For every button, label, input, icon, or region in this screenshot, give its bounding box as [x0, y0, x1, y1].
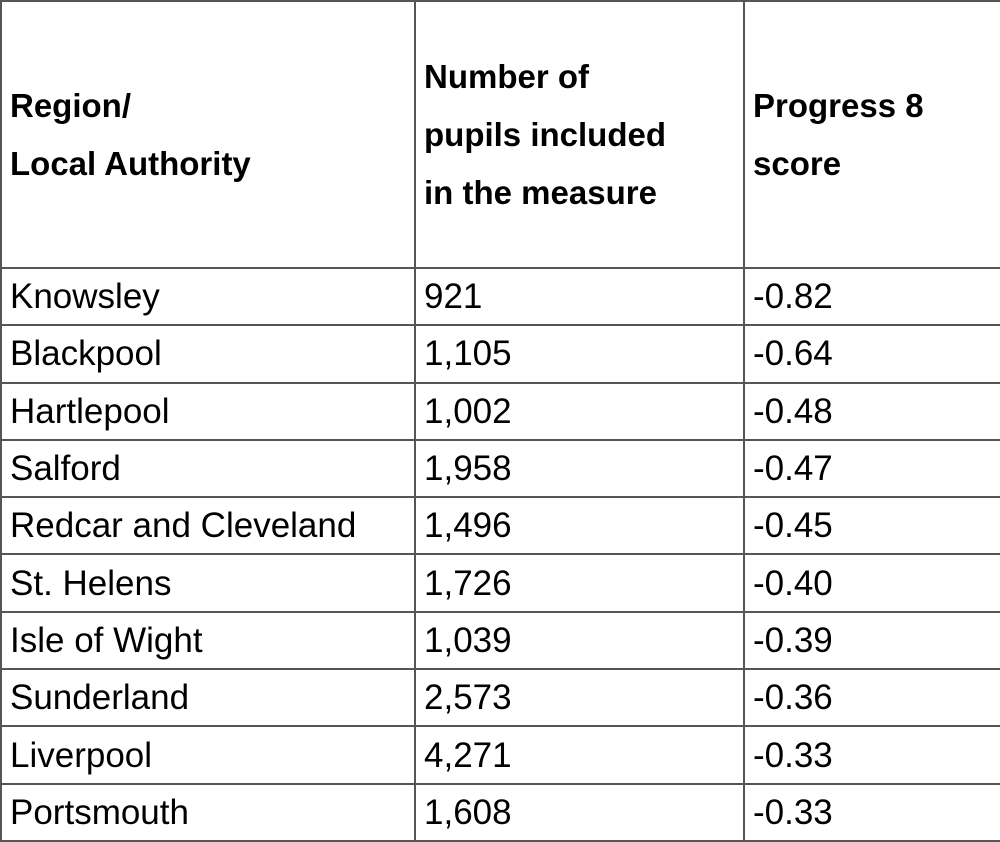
table-cell: -0.45 [743, 496, 1000, 556]
header-line: in the measure [424, 173, 657, 211]
table-cell: -0.40 [743, 553, 1000, 613]
table-row: Liverpool 4,271 -0.33 [0, 725, 1000, 785]
table-cell: -0.36 [743, 668, 1000, 728]
table-cell: Salford [0, 438, 416, 499]
table-cell: 921 [414, 266, 745, 327]
table-cell: Portsmouth [0, 782, 416, 842]
table-cell: Isle of Wight [0, 610, 416, 671]
header-cell: Region/Local Authority [0, 0, 416, 269]
table-cell: Redcar and Cleveland [0, 496, 416, 556]
table-cell: 1,726 [414, 553, 745, 613]
header-line: Local Authority [10, 144, 251, 182]
table-row: Salford 1,958 -0.47 [0, 438, 1000, 499]
header-row: Region/Local Authority Number of pupils in… [0, 0, 1000, 269]
table-row: Knowsley 921 -0.82 [0, 266, 1000, 327]
table-body: Knowsley 921 -0.82 Blackpool 1,105 -0.64 Hartl… [0, 266, 1000, 842]
table-cell: -0.33 [743, 782, 1000, 842]
table-row: Redcar and Cleveland 1,496 -0.45 [0, 496, 1000, 556]
table-cell: 2,573 [414, 668, 745, 728]
table-cell: -0.47 [743, 438, 1000, 499]
table-row: Sunderland 2,573 -0.36 [0, 668, 1000, 728]
table-cell: Blackpool [0, 324, 416, 384]
table-cell: 1,496 [414, 496, 745, 556]
table-cell: Knowsley [0, 266, 416, 327]
table-cell: 1,608 [414, 782, 745, 842]
table-cell: -0.64 [743, 324, 1000, 384]
table-cell: -0.39 [743, 610, 1000, 671]
table-cell: -0.33 [743, 725, 1000, 785]
table-cell: 4,271 [414, 725, 745, 785]
table-row: St. Helens 1,726 -0.40 [0, 553, 1000, 613]
table-row: Hartlepool 1,002 -0.48 [0, 381, 1000, 441]
table-cell: St. Helens [0, 553, 416, 613]
table-cell: Sunderland [0, 668, 416, 728]
header-line: Region/ [10, 86, 131, 124]
table-row: Blackpool 1,105 -0.64 [0, 324, 1000, 384]
header-line: Progress 8 [753, 86, 924, 124]
table-row: Portsmouth 1,608 -0.33 [0, 782, 1000, 842]
table-cell: 1,105 [414, 324, 745, 384]
header-line: score [753, 144, 842, 182]
table-cell: Hartlepool [0, 381, 416, 441]
table-cell: 1,039 [414, 610, 745, 671]
table-row: Isle of Wight 1,039 -0.39 [0, 610, 1000, 671]
table-cell: 1,002 [414, 381, 745, 441]
table-cell: -0.48 [743, 381, 1000, 441]
header-line: pupils included [424, 115, 667, 153]
header-cell: Number of pupils included in the measure [414, 0, 745, 269]
table-cell: Liverpool [0, 725, 416, 785]
table-cell: 1,958 [414, 438, 745, 499]
header-cell: Progress 8 score [743, 0, 1000, 269]
table-cell: -0.82 [743, 266, 1000, 327]
header-line: Number of [424, 57, 589, 95]
